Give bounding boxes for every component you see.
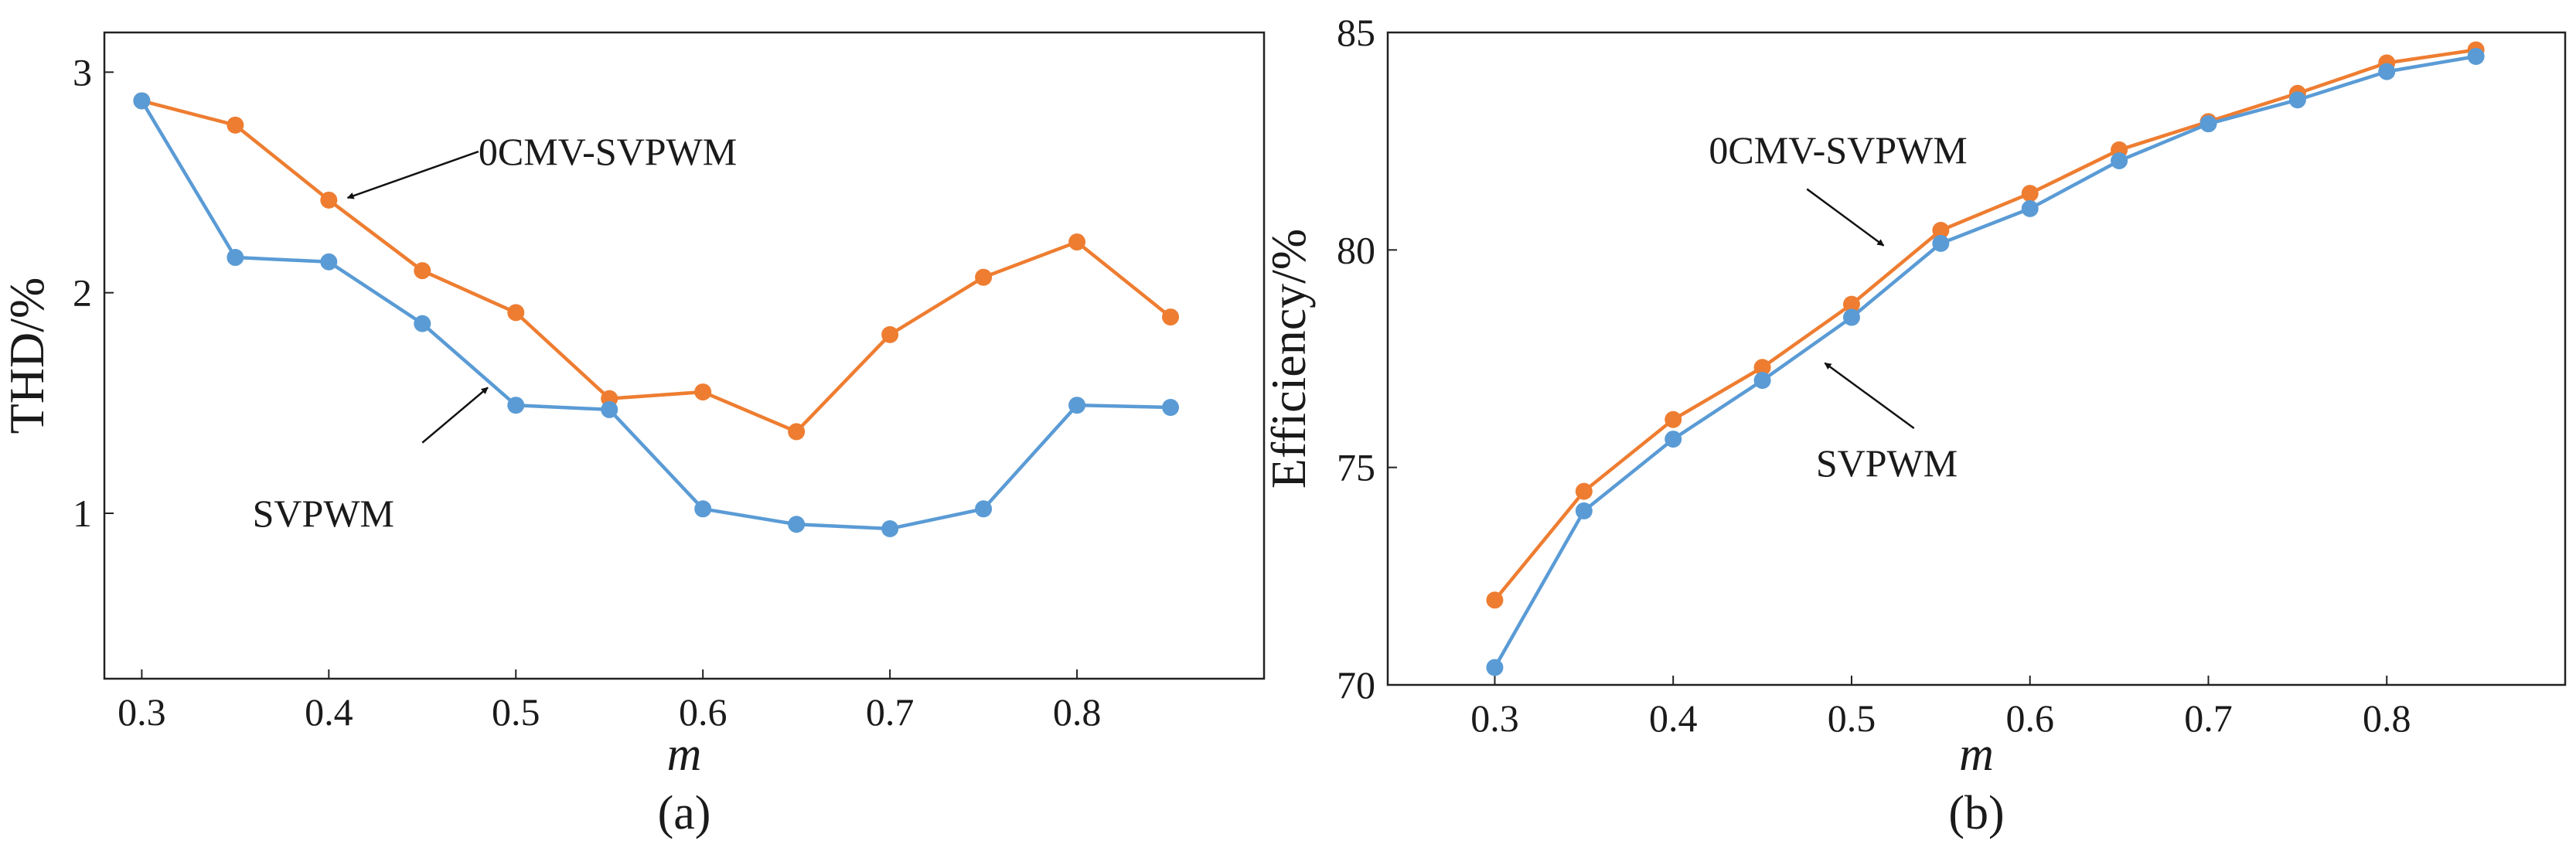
eff-svpwm-line [1493, 54, 2476, 669]
thd-x-tick-label: 0.3 [118, 690, 166, 734]
thd-x-tick-label: 0.5 [492, 690, 540, 734]
thd-x-axis-title: m [667, 728, 702, 781]
thd-x-tick-label: 0.6 [679, 690, 727, 734]
eff-svpwm-point [2199, 115, 2217, 133]
thd-plot-frame [103, 31, 1266, 680]
eff-series-0cmv-svpwm [1486, 41, 2485, 609]
eff-y-axis-title: Efficiency/% [1261, 229, 1316, 489]
thd-0cmv-svpwm-point [320, 191, 338, 209]
thd-0cmv-svpwm-point [881, 325, 899, 343]
eff-svpwm-point [1842, 308, 1860, 326]
eff-plot-frame [1386, 31, 2567, 686]
eff-x-tick-label: 0.7 [2184, 696, 2233, 740]
thd-svpwm-point [788, 516, 806, 533]
eff-0cmv-svpwm-point [1665, 410, 1682, 428]
thd-y-axis-title: THD/% [0, 278, 54, 434]
thd-svpwm-point [694, 500, 712, 518]
thd-svpwm-point [975, 500, 993, 518]
thd-svpwm-point [1162, 399, 1180, 417]
thd-svpwm-point [1068, 397, 1086, 414]
thd-0cmv-svpwm-point [414, 262, 431, 280]
thd-svpwm-point [320, 253, 338, 271]
eff-x-tick-label: 0.3 [1470, 696, 1519, 740]
eff-svpwm-point [1665, 431, 1682, 448]
eff-x-tick-label: 0.8 [2363, 696, 2411, 740]
thd-0cmv-svpwm-point [788, 423, 806, 441]
eff-0cmv-svpwm-line [1493, 48, 2476, 601]
eff-svpwm-point [1486, 659, 1504, 676]
eff-panel-label: (b) [1948, 787, 2004, 839]
thd-svpwm-point [507, 397, 525, 414]
thd-0cmv-svpwm-line [141, 99, 1172, 434]
thd-svpwm-point [881, 519, 899, 537]
thd-0cmv-svpwm-point [227, 116, 244, 134]
eff-0cmv-svpwm-point [1575, 482, 1593, 500]
eff-series-svpwm [1486, 47, 2485, 676]
thd-svpwm-point [133, 92, 151, 110]
eff-x-tick-label: 0.6 [2005, 696, 2054, 740]
eff-y-tick-label: 75 [1337, 446, 1375, 489]
thd-y-tick-label: 2 [73, 271, 92, 315]
eff-svpwm-point [2111, 152, 2128, 169]
thd-annotation-0cmv-svpwm: 0CMV-SVPWM [479, 130, 737, 173]
eff-y-tick-label: 80 [1337, 228, 1375, 271]
eff-x-tick-label: 0.5 [1828, 696, 1876, 740]
thd-annotation-arrow [421, 387, 489, 444]
thd-series-svpwm [133, 92, 1180, 537]
eff-y-tick-label: 85 [1337, 11, 1375, 54]
eff-annotation-0cmv-svpwm: 0CMV-SVPWM [1709, 128, 1967, 172]
eff-0cmv-svpwm-point [1932, 222, 1950, 240]
thd-annotation-svpwm: SVPWM [253, 492, 394, 535]
thd-chart-panel: 0.3 0.4 0.5 0.6 0.7 0.8 1 2 3 THD/% m (a) 0CMV-SVPWM… [0, 31, 1266, 839]
thd-0cmv-svpwm-point [694, 383, 712, 401]
eff-x-axis-title: m [1959, 728, 1994, 781]
eff-annotation-arrow [1806, 188, 1885, 247]
thd-x-tick-label: 0.4 [305, 690, 353, 734]
thd-0cmv-svpwm-point [507, 304, 525, 322]
thd-x-tick-label: 0.8 [1053, 690, 1102, 734]
eff-svpwm-point [2288, 91, 2306, 109]
eff-y-tick-label: 70 [1337, 663, 1375, 707]
eff-annotation-svpwm: SVPWM [1816, 441, 1958, 485]
thd-svpwm-point [414, 315, 431, 332]
eff-0cmv-svpwm-point [1486, 591, 1504, 609]
thd-svpwm-point [227, 249, 244, 267]
eff-svpwm-point [2021, 199, 2039, 217]
thd-svpwm-line [140, 100, 1171, 531]
eff-svpwm-point [1932, 234, 1950, 252]
eff-0cmv-svpwm-point [2021, 185, 2039, 203]
eff-svpwm-point [2378, 63, 2396, 80]
thd-annotation-arrow [346, 150, 479, 199]
eff-svpwm-point [1575, 502, 1593, 519]
thd-0cmv-svpwm-point [1068, 233, 1086, 251]
thd-y-tick-label: 1 [73, 492, 92, 535]
eff-0cmv-svpwm-point [1753, 359, 1771, 376]
thd-x-tick-label: 0.7 [866, 690, 915, 734]
eff-svpwm-point [2467, 47, 2485, 65]
eff-annotation-arrow [1824, 362, 1915, 430]
thd-0cmv-svpwm-point [975, 268, 993, 286]
thd-svpwm-point [601, 400, 618, 418]
eff-svpwm-point [1753, 372, 1771, 390]
thd-y-tick-label: 3 [73, 50, 92, 94]
eff-0cmv-svpwm-point [1842, 295, 1860, 313]
thd-0cmv-svpwm-point [1162, 308, 1180, 326]
thd-panel-label: (a) [658, 787, 711, 839]
efficiency-chart-panel: 0.3 0.4 0.5 0.6 0.7 0.8 70 75 80 85 Efficiency/% m (… [1261, 11, 2567, 839]
eff-x-tick-label: 0.4 [1649, 696, 1698, 740]
